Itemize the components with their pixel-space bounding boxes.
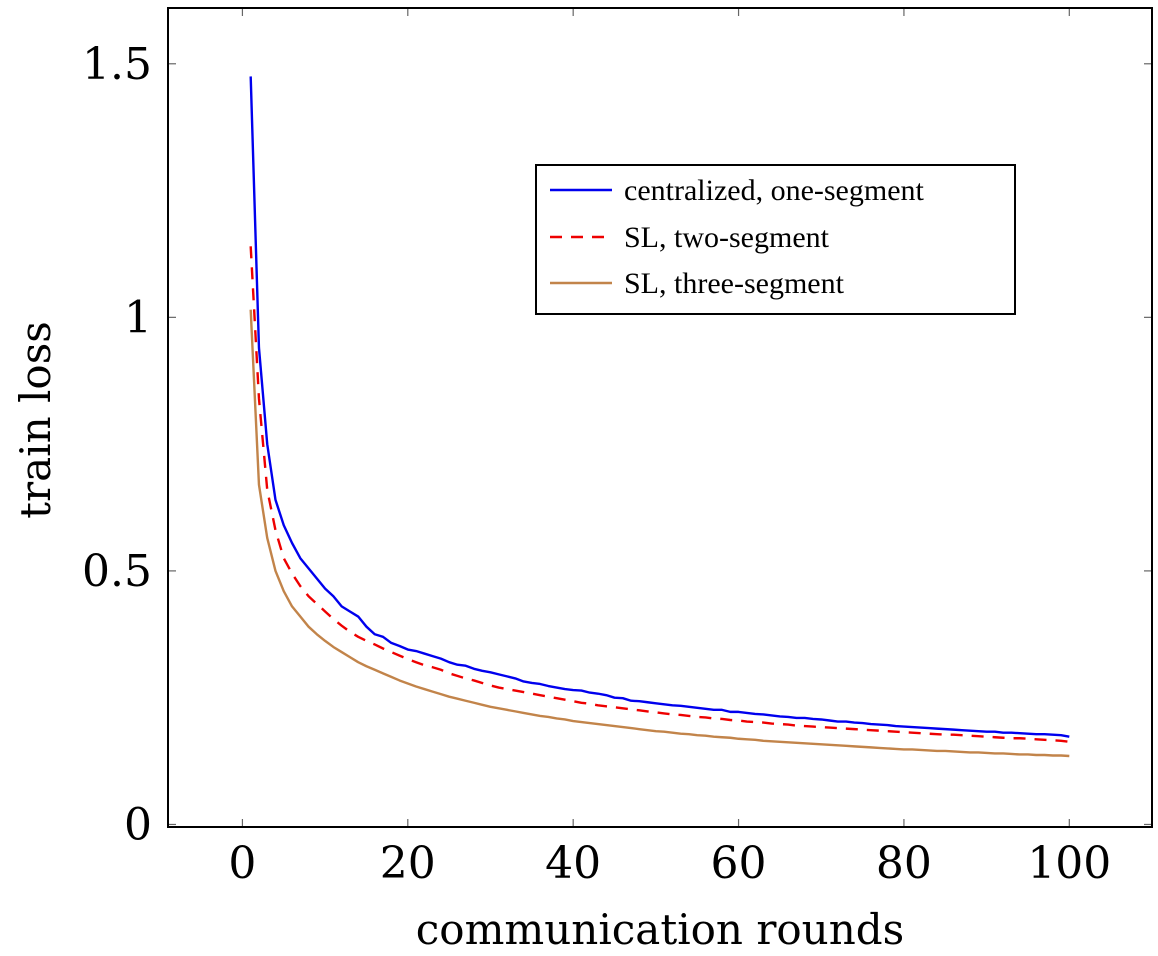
axis-ticks — [168, 8, 1152, 827]
tick-labels: 0 20 40 60 80 100 0 0.5 1 1.5 — [82, 39, 1111, 889]
x-tick-label: 20 — [380, 838, 436, 889]
legend-label-3: SL, three-segment — [624, 267, 845, 300]
x-tick-label: 40 — [545, 838, 601, 889]
y-tick-label: 1.5 — [82, 39, 152, 90]
series-line-2 — [249, 246, 1070, 743]
legend-box — [535, 164, 1016, 315]
y-axis-label: train loss — [11, 321, 60, 519]
series-lines — [249, 76, 1070, 758]
plot-frame — [167, 7, 1153, 828]
x-tick-label: 80 — [876, 838, 932, 889]
x-tick-label: 60 — [711, 838, 767, 889]
y-tick-label: 0 — [124, 799, 152, 850]
y-tick-label: 1 — [124, 292, 152, 343]
x-tick-label: 100 — [1027, 838, 1111, 889]
x-axis-label: communication rounds — [416, 905, 904, 954]
series-line-3 — [249, 309, 1070, 758]
y-tick-label: 0.5 — [82, 546, 152, 597]
legend-label-1: centralized, one-segment — [624, 174, 925, 207]
legend-label-2: SL, two-segment — [624, 221, 830, 254]
x-tick-label: 0 — [228, 838, 256, 889]
legend: centralized, one-segment SL, two-segment S… — [535, 164, 1016, 315]
series-line-1 — [249, 76, 1070, 738]
